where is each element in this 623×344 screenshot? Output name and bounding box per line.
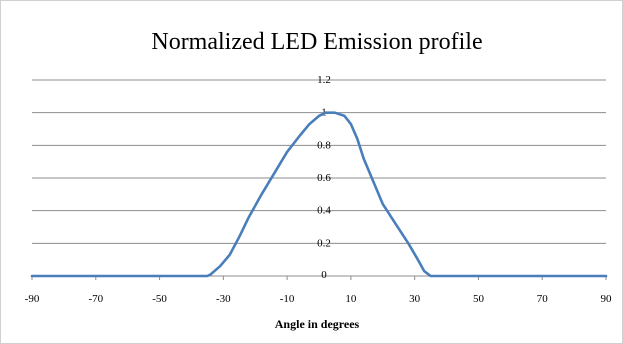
x-tick-label: -30 bbox=[216, 293, 231, 305]
x-tick-label: 30 bbox=[409, 293, 421, 305]
y-tick-label: 0.4 bbox=[317, 205, 331, 217]
x-tick-label: 50 bbox=[473, 293, 485, 305]
x-tick-label: 90 bbox=[601, 293, 613, 305]
y-tick-label: 0.6 bbox=[317, 172, 331, 184]
x-tick-label: 70 bbox=[537, 293, 549, 305]
y-tick-label: 1.2 bbox=[317, 74, 331, 86]
x-tick-label: -70 bbox=[88, 293, 103, 305]
x-tick-label: -50 bbox=[152, 293, 167, 305]
grid-layer bbox=[31, 79, 607, 280]
x-axis-title: Angle in degrees bbox=[275, 317, 360, 331]
chart-title: Normalized LED Emission profile bbox=[151, 29, 482, 55]
y-tick-label: 0.2 bbox=[317, 237, 331, 249]
series-line bbox=[30, 111, 608, 278]
x-tick-labels: -90 -70 -50 -30 -10 10 30 50 70 90 bbox=[25, 293, 612, 305]
series-layer bbox=[30, 111, 608, 278]
x-tick-label: -90 bbox=[25, 293, 40, 305]
y-tick-label: 0.8 bbox=[317, 139, 331, 151]
y-tick-labels: 00.20.40.60.811.2 bbox=[317, 74, 331, 281]
x-tick-label: -10 bbox=[280, 293, 295, 305]
x-tick-label: 10 bbox=[345, 293, 357, 305]
y-tick-label: 0 bbox=[321, 269, 327, 281]
